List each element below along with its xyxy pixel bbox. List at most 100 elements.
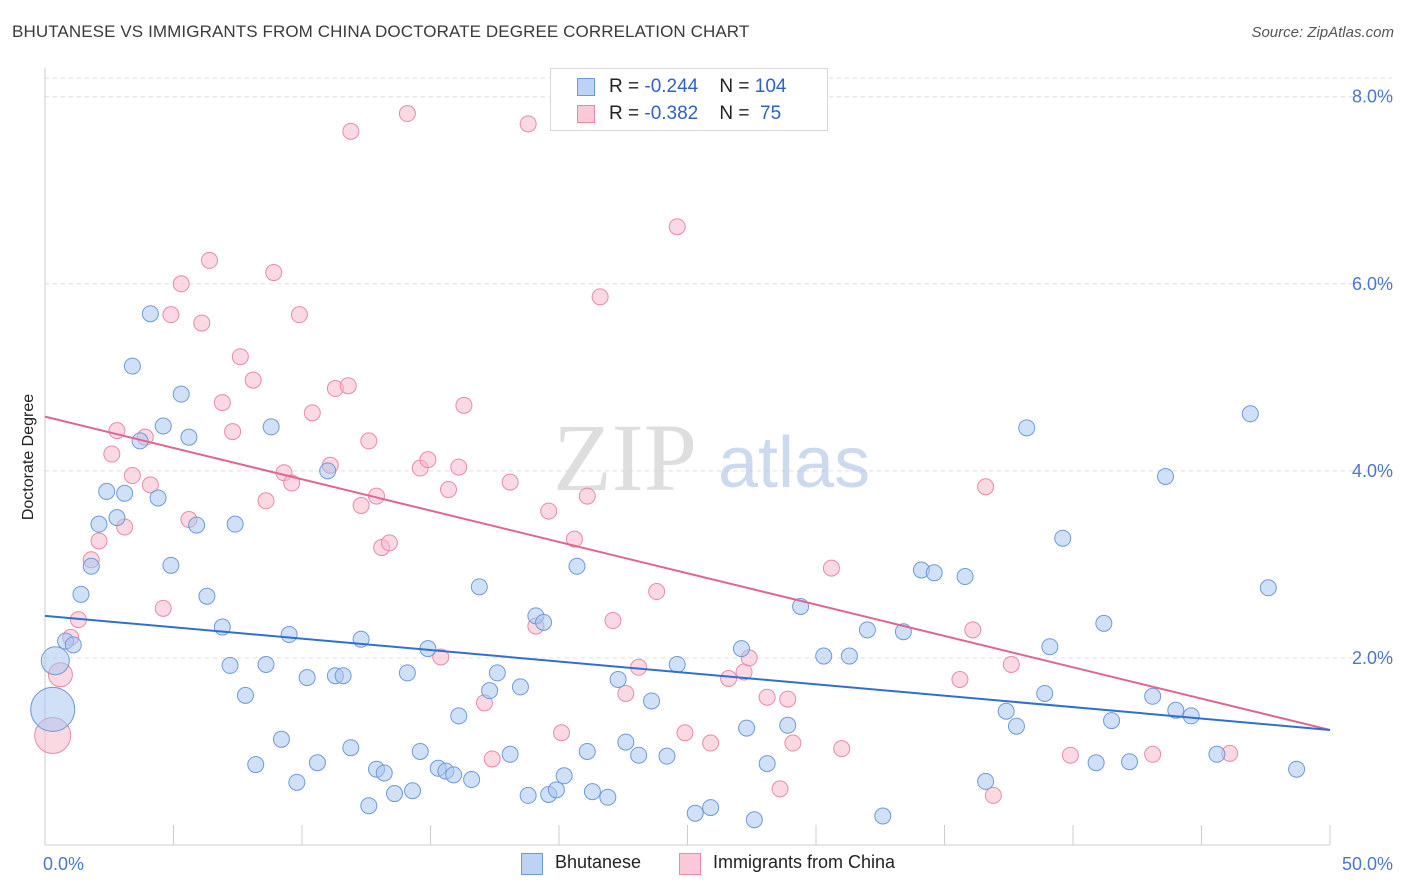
data-point [450,707,468,725]
trend-line-bhutanese [44,614,1331,731]
data-point [411,742,429,760]
data-point [758,688,776,706]
data-point [463,771,481,789]
data-point [360,797,378,815]
data-point [686,804,704,822]
data-point [193,314,211,332]
data-point [815,647,833,665]
data-point [1095,614,1113,632]
data-point [221,656,239,674]
chart-title: BHUTANESE VS IMMIGRANTS FROM CHINA DOCTO… [12,22,750,41]
data-point [519,786,537,804]
trend-line-immigrants-from-china [44,415,1331,731]
data-point [951,670,969,688]
data-point [668,655,686,673]
series-legend: Bhutanese Immigrants from China [0,851,1406,877]
correlation-legend: R = -0.244 N = 104 R = -0.382 N = 75 [550,68,828,131]
data-point [1061,746,1079,764]
data-point [288,773,306,791]
data-point [1157,467,1175,485]
data-point [162,556,180,574]
data-point [257,492,275,510]
data-point [1087,754,1105,772]
data-point [738,719,756,737]
data-point [108,509,126,527]
source-attribution: Source: ZipAtlas.com [1251,24,1394,41]
trend-lines [44,415,1331,731]
y-tick-label: 6.0% [1352,274,1393,294]
data-point [1036,684,1054,702]
data-point [925,564,943,582]
data-point [1054,529,1072,547]
data-point [599,788,617,806]
legend-text-china: R = -0.382 N = 75 [609,103,782,124]
data-point [1259,579,1277,597]
data-point [1041,638,1059,656]
data-point [964,621,982,639]
legend-text-bhutanese: R = -0.244 N = 104 [609,76,787,97]
data-point [470,578,488,596]
data-point [123,467,141,485]
data-point [483,750,501,768]
data-point [198,587,216,605]
data-point [609,670,627,688]
data-point [553,724,571,742]
data-point [244,371,262,389]
data-point [1241,405,1259,423]
data-point [732,640,750,658]
data-point [188,516,206,534]
data-point [1144,687,1162,705]
data-point [1288,760,1306,778]
data-point [501,473,519,491]
data-point [1007,717,1025,735]
data-point [308,754,326,772]
data-point [386,785,404,803]
data-point [123,357,141,375]
data-point [226,515,244,533]
data-point [303,404,321,422]
data-point [154,417,172,435]
data-point [98,482,116,500]
data-point [224,423,242,441]
data-point [141,476,159,494]
y-axis-label: Doctorate Degree [20,394,37,520]
data-point [676,724,694,742]
data-point [547,781,565,799]
data-point [445,766,463,784]
data-point [956,568,974,586]
data-point [702,734,720,752]
x-tick-label: 50.0% [1342,854,1393,874]
data-point [784,734,802,752]
data-point [501,745,519,763]
data-point [432,648,450,666]
data-point [822,559,840,577]
data-point [236,686,254,704]
data-point [977,772,995,790]
data-point [540,502,558,520]
data-point [247,756,265,774]
data-point [997,702,1015,720]
data-point [1144,745,1162,763]
data-point [265,264,283,282]
data-point [578,487,596,505]
data-point [231,348,249,366]
data-point [535,613,553,631]
data-point [1002,655,1020,673]
data-point [758,755,776,773]
n-value-china: 75 [754,103,782,124]
data-point [481,682,499,700]
data-point [1121,753,1139,771]
data-point [1018,419,1036,437]
data-point [162,306,180,324]
data-point [72,585,90,603]
data-point [604,612,622,630]
data-point [583,783,601,801]
legend-row-china: R = -0.382 N = 75 [551,102,827,128]
watermark-zip: ZIP [553,404,697,511]
data-point [90,532,108,550]
data-point [272,730,290,748]
data-point [984,786,1002,804]
r-value-china: -0.382 [644,103,699,124]
data-point [141,305,159,323]
